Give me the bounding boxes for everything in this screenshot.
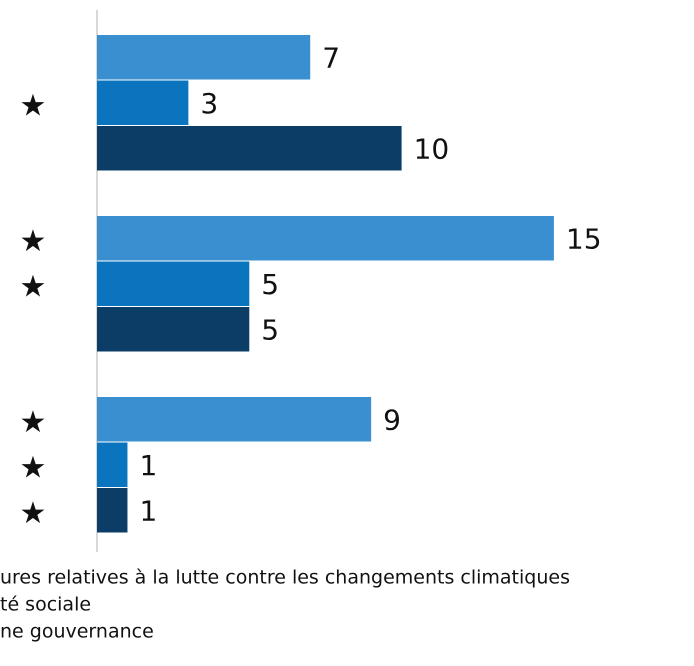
bar	[97, 80, 189, 125]
star-marker: ★	[20, 405, 47, 440]
value-label: 9	[383, 403, 401, 436]
bar	[97, 261, 250, 306]
value-label: 5	[261, 313, 279, 346]
star-marker: ★	[20, 269, 47, 304]
bar	[97, 307, 250, 352]
value-label: 15	[566, 222, 602, 255]
value-label: 5	[261, 268, 279, 301]
star-marker: ★	[20, 88, 47, 123]
legend-label: ne gouvernance	[0, 621, 154, 643]
bar	[97, 126, 402, 171]
star-marker: ★	[20, 496, 47, 531]
bar	[97, 216, 554, 261]
bar	[97, 442, 128, 487]
value-label: 10	[414, 132, 450, 165]
bar	[97, 397, 372, 442]
star-marker: ★	[20, 450, 47, 485]
value-label: 3	[200, 87, 218, 120]
value-label: 7	[322, 41, 340, 74]
legend-label: té sociale	[0, 594, 91, 616]
bar	[97, 35, 311, 80]
value-label: 1	[139, 449, 157, 482]
bar	[97, 488, 128, 533]
star-marker: ★	[20, 224, 47, 259]
value-label: 1	[139, 494, 157, 527]
legend-label: ures relatives à la lutte contre les cha…	[0, 567, 570, 589]
